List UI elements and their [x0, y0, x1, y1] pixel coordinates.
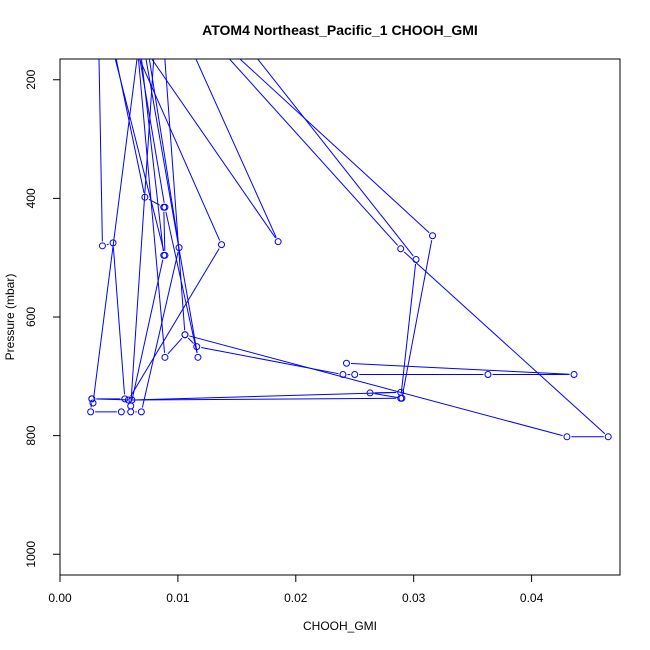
series-segment — [130, 59, 155, 402]
series-segment — [151, 59, 276, 239]
x-axis-label: CHOOH_GMI — [303, 619, 377, 633]
series-segment — [115, 59, 145, 193]
series-segment — [257, 59, 414, 257]
series-segment — [136, 391, 397, 401]
series-segment — [350, 362, 570, 375]
data-point — [181, 331, 189, 339]
chart-title: ATOM4 Northeast_Pacific_1 CHOOH_GMI — [202, 22, 478, 38]
y-tick-label: 600 — [24, 307, 38, 327]
series-segment — [164, 59, 186, 331]
series-segment — [137, 59, 166, 353]
data-point — [160, 251, 168, 259]
data-point — [140, 13, 146, 19]
series-segment — [228, 59, 399, 246]
data-point — [351, 371, 359, 379]
data-point — [127, 402, 135, 410]
data-point — [161, 353, 169, 361]
x-tick-label: 0.00 — [48, 591, 72, 605]
series-segment — [106, 243, 109, 246]
series-segment — [141, 251, 179, 408]
plot-frame — [59, 58, 621, 576]
x-tick-label: 0.04 — [520, 591, 544, 605]
series-segment — [403, 251, 606, 435]
data-point — [412, 255, 420, 263]
data-point — [274, 238, 282, 246]
data-point — [109, 35, 115, 41]
y-tick-label: 1000 — [24, 541, 38, 568]
data-point — [175, 244, 183, 252]
series-segment — [167, 337, 183, 355]
series-segment — [139, 59, 165, 203]
data-point — [127, 408, 135, 416]
data-point — [193, 343, 201, 351]
series-segment — [201, 347, 339, 375]
series-segment — [195, 59, 277, 238]
y-tick-label: 800 — [24, 425, 38, 445]
y-axis: 200 400 600 800 1000 — [24, 69, 61, 568]
x-tick-label: 0.02 — [284, 591, 308, 605]
data-point — [604, 433, 612, 441]
data-point — [429, 232, 437, 240]
data-layer — [87, 7, 612, 441]
series-segment — [400, 263, 417, 394]
series-segment — [163, 211, 166, 251]
series-segment — [187, 337, 194, 344]
data-point — [115, 7, 121, 13]
data-point — [88, 395, 96, 403]
series-segment — [145, 59, 198, 353]
data-point — [397, 394, 405, 402]
series-segment — [189, 335, 563, 437]
series-segment — [402, 240, 433, 394]
data-point — [218, 241, 226, 249]
x-axis: 0.00 0.01 0.02 0.03 0.04 — [48, 574, 544, 605]
data-point — [570, 371, 578, 379]
series-segment — [132, 397, 397, 401]
series-segment — [98, 59, 103, 242]
data-point — [137, 408, 145, 416]
series-segment — [112, 247, 126, 395]
series-segment — [140, 59, 164, 251]
data-point — [194, 353, 202, 361]
data-point — [339, 371, 347, 379]
data-point — [109, 239, 117, 247]
series-segment — [239, 59, 430, 234]
data-point — [117, 408, 125, 416]
y-axis-label: Pressure (mbar) — [3, 274, 17, 361]
y-tick-label: 400 — [24, 188, 38, 208]
data-point — [141, 193, 149, 201]
x-tick-label: 0.03 — [402, 591, 426, 605]
data-point — [121, 395, 129, 403]
data-point — [366, 389, 374, 397]
series-segment — [130, 248, 220, 397]
data-point — [89, 399, 97, 407]
data-point — [161, 203, 169, 211]
data-point — [397, 245, 405, 253]
series-segment — [114, 59, 165, 252]
data-point — [124, 396, 132, 404]
y-tick-label: 200 — [24, 69, 38, 89]
data-point — [563, 433, 571, 441]
x-tick-label: 0.01 — [166, 591, 190, 605]
series-segment — [131, 259, 164, 402]
series-segment — [148, 59, 179, 244]
data-point — [342, 359, 350, 367]
series-segment — [93, 59, 138, 399]
data-point — [484, 371, 492, 379]
data-point — [87, 408, 95, 416]
series-segment — [374, 393, 398, 399]
data-point — [98, 242, 106, 250]
series-segment — [96, 398, 128, 401]
